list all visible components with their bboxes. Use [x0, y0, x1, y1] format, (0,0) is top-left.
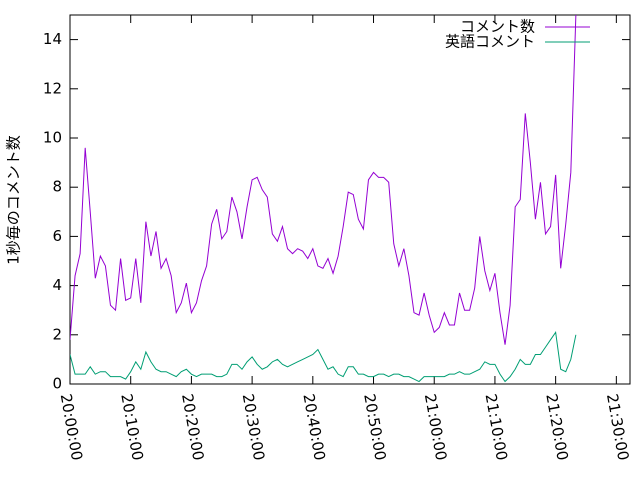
legend-label: 英語コメント — [445, 33, 535, 51]
x-tick-label: 20:00:00 — [57, 392, 86, 461]
x-tick-label: 21:00:00 — [421, 392, 450, 461]
x-tick-label: 21:10:00 — [482, 392, 511, 461]
x-tick-label: 20:10:00 — [117, 392, 146, 461]
y-axis-label: 1秒毎のコメント数 — [5, 135, 23, 265]
legend-label: コメント数 — [460, 18, 535, 36]
y-tick-label: 8 — [52, 178, 62, 196]
line-series — [70, 330, 577, 383]
plot-border — [69, 14, 631, 385]
y-tick-label: 6 — [52, 227, 62, 245]
y-tick-label: 14 — [43, 30, 62, 48]
y-tick-label: 12 — [43, 79, 62, 97]
x-tick-label: 20:20:00 — [178, 392, 207, 461]
y-tick-label: 0 — [52, 375, 62, 393]
x-tick-label: 21:20:00 — [542, 392, 571, 461]
line-series — [70, 15, 577, 345]
x-tick-label: 20:50:00 — [360, 392, 389, 461]
y-tick-label: 4 — [52, 276, 62, 294]
x-tick-label: 21:30:00 — [603, 392, 632, 461]
y-tick-label: 2 — [52, 325, 62, 343]
x-tick-label: 20:40:00 — [299, 392, 328, 461]
y-tick-label: 10 — [43, 129, 62, 147]
x-tick-label: 20:30:00 — [239, 392, 268, 461]
